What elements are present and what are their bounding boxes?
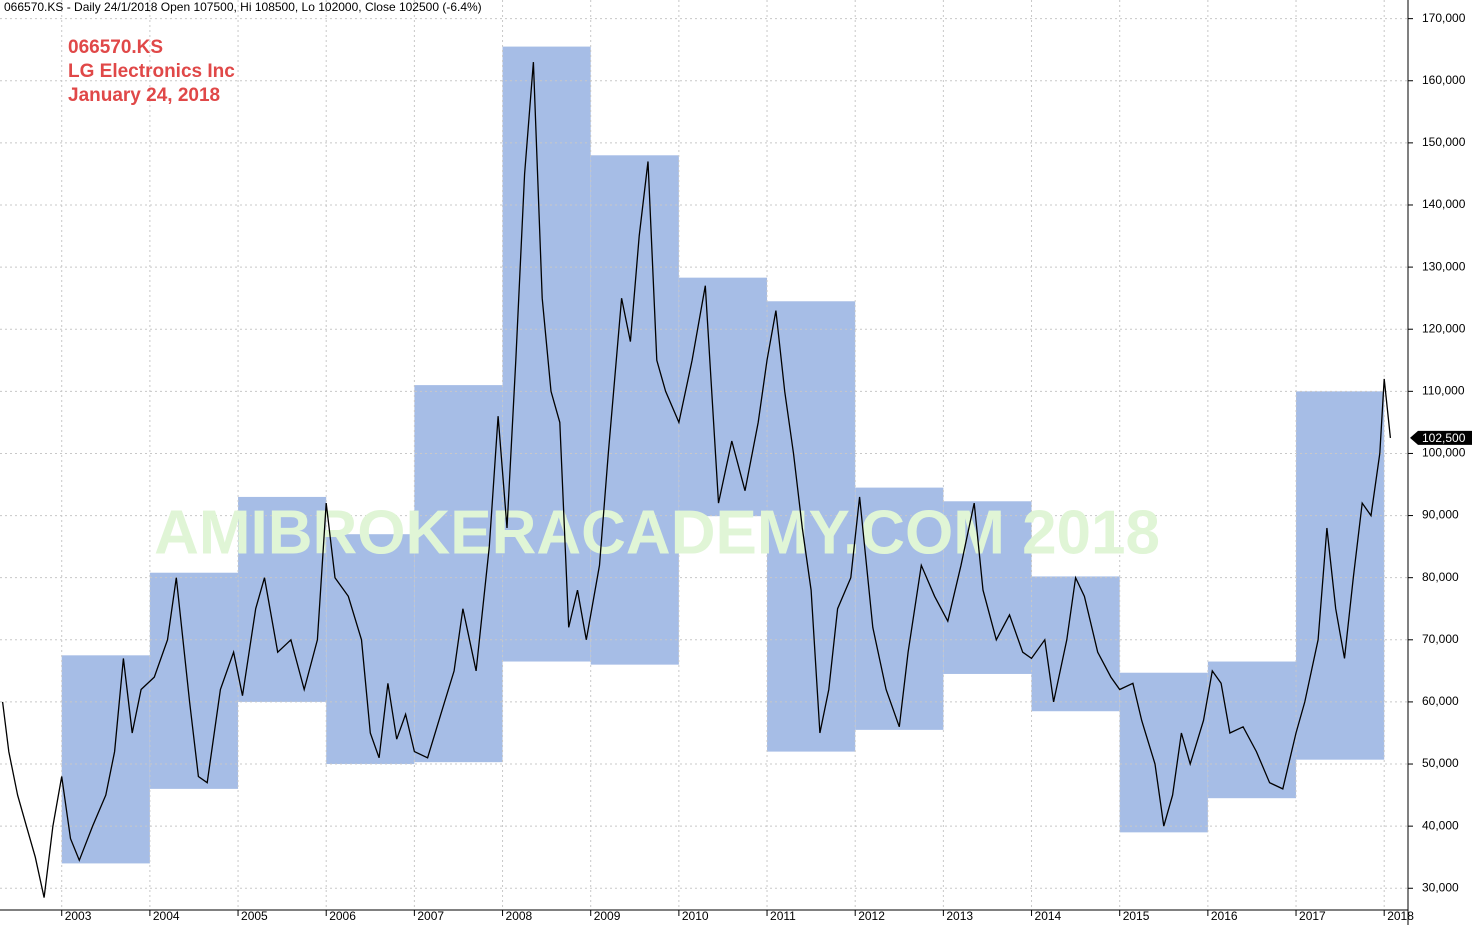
range-boxes xyxy=(61,46,1385,864)
x-tick-label: 2012 xyxy=(858,909,885,923)
y-tick-label: 70,000 xyxy=(1422,632,1459,646)
y-tick-label: 100,000 xyxy=(1422,446,1466,460)
watermark: AMIBROKERACADEMY.COM 2018 xyxy=(154,498,1160,567)
x-tick-label: 2009 xyxy=(594,909,621,923)
range-box xyxy=(61,655,150,864)
y-tick-label: 50,000 xyxy=(1422,756,1459,770)
y-tick-label: 150,000 xyxy=(1422,135,1466,149)
y-tick-label: 130,000 xyxy=(1422,259,1466,273)
y-tick-label: 60,000 xyxy=(1422,694,1459,708)
range-box xyxy=(414,385,503,763)
grid xyxy=(0,0,1408,910)
y-tick-label: 30,000 xyxy=(1422,880,1459,894)
x-tick-label: 2008 xyxy=(506,909,533,923)
y-tick-label: 120,000 xyxy=(1422,321,1466,335)
x-tick-label: 2017 xyxy=(1299,909,1326,923)
range-box xyxy=(1296,391,1385,760)
x-tick-label: 2015 xyxy=(1123,909,1150,923)
range-box xyxy=(767,301,856,752)
y-tick-label: 170,000 xyxy=(1422,11,1466,25)
price-line xyxy=(1,62,1392,898)
annotation: LG Electronics Inc xyxy=(68,61,235,82)
x-tick-label: 2014 xyxy=(1035,909,1062,923)
annotation: January 24, 2018 xyxy=(68,85,220,106)
annotation: 066570.KS xyxy=(68,37,163,58)
x-tick-label: 2016 xyxy=(1211,909,1238,923)
range-box xyxy=(943,501,1032,674)
x-tick-label: 2011 xyxy=(770,909,796,923)
range-box xyxy=(855,487,944,730)
x-tick-label: 2003 xyxy=(65,909,92,923)
range-box xyxy=(326,534,415,765)
y-tick-label: 140,000 xyxy=(1422,197,1466,211)
x-tick-label: 2010 xyxy=(682,909,709,923)
last-value-label: 102,500 xyxy=(1422,431,1466,445)
x-tick-label: 2006 xyxy=(329,909,356,923)
y-tick-label: 90,000 xyxy=(1422,508,1459,522)
range-box xyxy=(678,277,768,517)
range-box xyxy=(502,46,591,662)
x-tick-label: 2005 xyxy=(241,909,268,923)
range-box xyxy=(590,155,679,665)
last-value-marker xyxy=(1410,430,1472,445)
x-tick-label: 2013 xyxy=(946,909,973,923)
range-box xyxy=(1031,576,1120,712)
range-box xyxy=(1207,661,1297,799)
y-tick-label: 80,000 xyxy=(1422,570,1459,584)
y-tick-label: 160,000 xyxy=(1422,73,1466,87)
x-tick-label: 2007 xyxy=(417,909,444,923)
y-tick-label: 110,000 xyxy=(1422,384,1465,398)
x-tick-label: 2004 xyxy=(153,909,180,923)
range-box xyxy=(238,496,327,702)
y-tick-label: 40,000 xyxy=(1422,818,1459,832)
header: 066570.KS - Daily 24/1/2018 Open 107500,… xyxy=(4,0,482,14)
x-tick-label: 2018 xyxy=(1387,909,1414,923)
range-box xyxy=(1119,672,1208,833)
range-box xyxy=(149,572,239,789)
